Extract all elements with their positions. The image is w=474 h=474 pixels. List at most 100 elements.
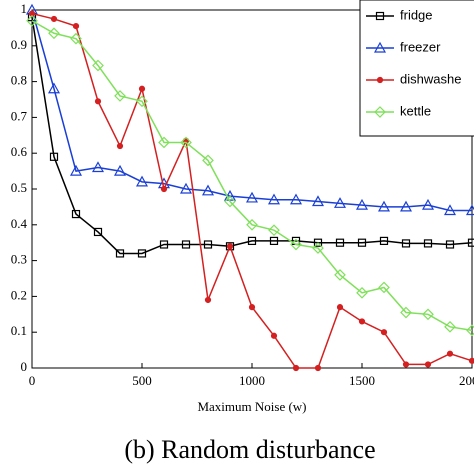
- marker: [50, 15, 58, 23]
- marker: [422, 308, 434, 321]
- marker: [423, 239, 433, 248]
- marker: [113, 164, 127, 176]
- marker: [424, 361, 432, 368]
- marker: [48, 27, 60, 40]
- marker: [466, 324, 474, 337]
- legend-marker: [375, 11, 385, 21]
- marker: [444, 320, 456, 333]
- marker: [290, 238, 302, 251]
- x-tick-label: 1500: [349, 373, 375, 388]
- marker: [399, 200, 413, 212]
- marker: [115, 249, 125, 258]
- marker: [269, 236, 279, 246]
- legend-label: dishwashe: [400, 71, 461, 86]
- marker: [313, 238, 323, 247]
- x-tick-label: 2000: [459, 373, 474, 388]
- marker: [26, 14, 38, 27]
- marker: [91, 161, 105, 173]
- series-line: [31, 20, 473, 332]
- y-tick-label: 0.8: [11, 73, 27, 88]
- marker: [160, 185, 168, 193]
- marker: [179, 182, 193, 194]
- marker: [289, 193, 303, 205]
- marker: [401, 239, 411, 248]
- marker: [201, 184, 215, 196]
- marker: [225, 242, 235, 251]
- marker: [204, 296, 212, 304]
- caption: (b) Random disturbance: [124, 435, 375, 464]
- marker: [226, 243, 234, 250]
- series-line: [31, 9, 472, 212]
- legend-label: freezer: [400, 39, 441, 54]
- marker: [93, 227, 103, 237]
- marker: [358, 318, 366, 325]
- x-tick-label: 500: [132, 373, 152, 388]
- marker: [443, 204, 457, 216]
- marker: [71, 209, 81, 219]
- marker: [314, 364, 322, 372]
- legend-box: [359, 0, 474, 137]
- marker: [400, 306, 412, 319]
- legend-marker: [373, 41, 387, 53]
- y-tick-label: 0: [21, 359, 28, 374]
- marker: [446, 350, 454, 357]
- marker: [72, 23, 80, 30]
- marker: [312, 242, 324, 254]
- legend-marker: [376, 76, 384, 84]
- marker: [445, 240, 455, 249]
- y-tick-label: 0.2: [11, 287, 27, 302]
- marker: [333, 197, 347, 208]
- marker: [247, 236, 257, 246]
- marker: [467, 238, 474, 247]
- y-tick-label: 0.5: [11, 180, 27, 195]
- marker: [267, 193, 281, 205]
- marker: [378, 281, 390, 294]
- marker: [270, 332, 278, 339]
- marker: [357, 238, 367, 247]
- marker: [355, 198, 369, 210]
- marker: [402, 361, 410, 368]
- marker: [311, 195, 325, 207]
- marker: [421, 198, 435, 210]
- marker: [203, 240, 213, 249]
- marker: [181, 240, 191, 249]
- marker: [292, 364, 300, 372]
- marker: [180, 136, 192, 149]
- y-tick-label: 0.6: [11, 144, 28, 159]
- x-tick-label: 0: [29, 373, 36, 388]
- y-tick-label: 0.9: [11, 37, 27, 52]
- y-tick-label: 0.3: [11, 252, 27, 267]
- marker: [248, 304, 256, 311]
- marker: [49, 152, 59, 161]
- marker: [336, 304, 344, 311]
- marker: [92, 59, 104, 72]
- marker: [114, 90, 126, 102]
- marker: [335, 238, 345, 247]
- marker: [70, 32, 82, 45]
- legend: fridge freezer dishwashe kettle: [359, 0, 474, 137]
- marker: [47, 82, 61, 94]
- y-tick-label: 0.1: [11, 323, 27, 338]
- marker: [94, 98, 102, 105]
- y-tick-label: 1: [21, 1, 28, 16]
- marker: [138, 85, 146, 92]
- marker: [334, 269, 346, 281]
- marker: [159, 240, 169, 249]
- marker: [69, 164, 83, 176]
- legend-marker: [374, 106, 386, 118]
- marker: [136, 95, 148, 108]
- marker: [202, 154, 214, 167]
- legend-label: kettle: [400, 103, 431, 118]
- marker: [245, 191, 259, 203]
- x-axis-label: Maximum Noise (w): [197, 399, 306, 414]
- marker: [137, 249, 147, 258]
- marker: [377, 200, 391, 212]
- series-line: [31, 17, 473, 255]
- x-tick-label: 1000: [239, 373, 265, 388]
- y-tick-label: 0.4: [11, 216, 28, 231]
- marker: [379, 236, 389, 246]
- marker: [224, 195, 236, 208]
- marker: [468, 357, 474, 364]
- marker: [135, 175, 149, 187]
